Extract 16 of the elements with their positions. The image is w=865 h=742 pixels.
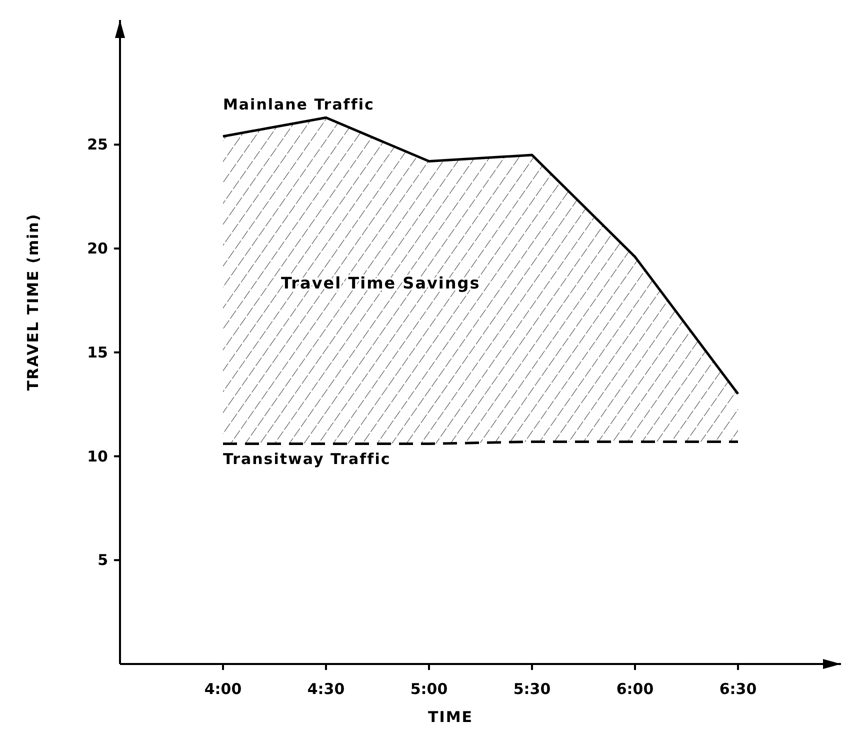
x-tick-label: 4:00 [204,680,242,698]
y-tick-label: 20 [87,240,108,258]
y-tick-label: 15 [87,343,108,362]
line-series [222,116,740,396]
series-label: Mainlane Traffic [223,96,374,114]
x-tick-label: 4:30 [307,680,345,698]
x-tick-label: 5:00 [410,680,448,698]
x-tick-label: 6:30 [719,680,757,698]
y-tick-label: 10 [87,447,108,466]
x-axis-title: TIME [428,708,473,726]
x-tick-label: 6:00 [616,680,654,698]
x-tick-label: 5:30 [513,680,551,698]
y-tick-label: 5 [98,551,108,570]
y-tick-label: 25 [87,136,108,154]
y-axis-title: TRAVEL TIME (min) [24,213,42,391]
series-label: Transitway Traffic [223,450,391,468]
